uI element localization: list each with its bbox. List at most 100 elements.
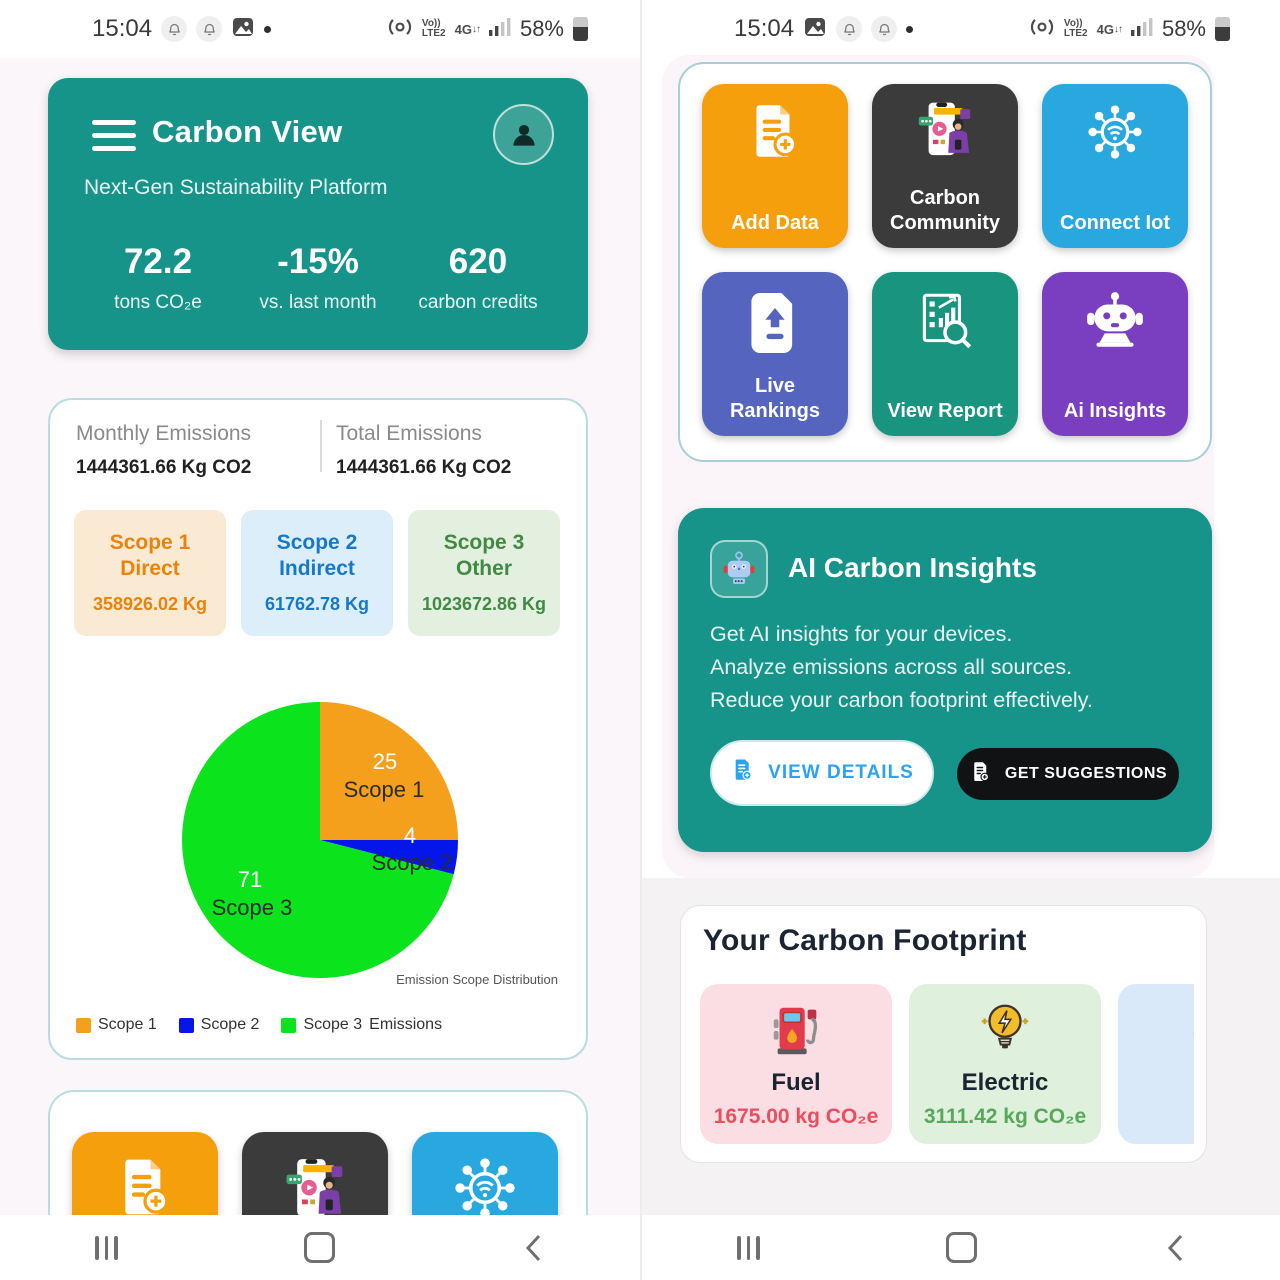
tile-connect-iot[interactable] [412,1132,558,1215]
scope3-chip: Scope 3 Other 1023672.86 Kg [408,510,560,636]
pie-value-scope3: 71 [237,867,263,892]
tile-ai-insights[interactable]: Ai Insights [1042,272,1188,436]
chart-caption: Emission Scope Distribution [396,972,558,987]
footprint-chip-fuel[interactable]: Fuel 1675.00 kg CO₂e [700,984,892,1144]
tile-label: Carbon Community [890,187,1000,234]
tile-label: Connect Iot [1060,212,1170,234]
nav-recents-button[interactable] [0,1235,213,1260]
screen-actions: 15:04 Vo)) LTE2 [640,0,1280,1280]
legend-swatch-scope1 [76,1017,91,1033]
header-stats: 72.2 tons CO₂e -15% vs. last month 620 c… [78,242,558,314]
tile-add-data[interactable]: Add Data [702,84,848,248]
iot-network-icon [1081,98,1149,171]
legend-swatch-scope3 [281,1017,297,1033]
tile-carbon-community[interactable]: Carbon Community [872,84,1018,248]
android-nav-bar [642,1215,1280,1280]
monthly-emissions: Monthly Emissions 1444361.66 Kg CO2 [76,422,252,478]
footprint-value: 0.00 [1118,1105,1195,1129]
footprint-chip-flight-partial[interactable]: F 0.00 [1118,984,1194,1144]
document-plus-icon [742,96,808,173]
tile-label: View Report [887,400,1003,422]
footprint-title: Your Carbon Footprint [703,924,1027,957]
get-suggestions-button[interactable]: GET SUGGESTIONS [957,748,1179,800]
airplane-icon [1183,1011,1194,1064]
ai-card-title: AI Carbon Insights [788,552,1037,583]
menu-hamburger-icon[interactable] [92,120,136,151]
pie-label-scope3: Scope 3 [211,895,293,920]
footprint-chip-electric[interactable]: Electric 3111.42 kg CO₂e [909,984,1101,1144]
android-nav-bar [0,1215,640,1280]
vowifi-icon [1029,14,1055,45]
fuel-pump-icon [765,1007,827,1064]
screen-dashboard: 15:04 Vo)) LTE2 [0,0,640,1280]
quick-actions-card: Add Data Carbon Community Connect Iot [678,62,1212,462]
community-illustration-icon [277,1150,353,1215]
upload-document-icon [745,288,805,363]
chart-legend: Scope 1 Scope 2 Scope 3 Emissions [76,1016,442,1034]
quick-actions-card-partial [48,1090,588,1215]
footprint-chip-row: Fuel 1675.00 kg CO₂e Electric 3111.42 kg… [700,984,1194,1144]
stat-vs-last-month: -15% vs. last month [259,242,377,313]
status-bar: 15:04 Vo)) LTE2 [642,0,1280,58]
nav-back-button[interactable] [427,1233,640,1263]
screenshot-image-icon [231,15,255,44]
stat-total-tons: 72.2 tons CO₂e [114,242,202,313]
status-bar: 15:04 Vo)) LTE2 [0,0,640,58]
network-4g-label: 4G ↓↑ [1096,21,1123,37]
tile-carbon-community[interactable] [242,1132,388,1215]
pie-label-scope1: Scope 1 [343,777,425,802]
footprint-value: 1675.00 kg CO₂e [713,1105,879,1128]
tile-label: Live Rankings [729,375,821,422]
light-bulb-icon [974,1004,1036,1064]
footprint-value: 3111.42 kg CO₂e [923,1105,1087,1128]
carbon-footprint-card: Your Carbon Footprint Fuel 1675.00 kg CO… [680,905,1207,1163]
notification-bell-icon [871,16,898,42]
scope-chips: Scope 1 Direct 358926.02 Kg Scope 2 Indire… [74,510,560,636]
nav-recents-button[interactable] [642,1235,855,1260]
nav-home-button[interactable] [855,1232,1068,1263]
vowifi-icon [387,14,413,45]
clock: 15:04 [92,15,153,42]
tile-add-data[interactable] [72,1132,218,1215]
community-illustration-icon [910,94,980,173]
app-header-card: Carbon View Next-Gen Sustainability Plat… [48,78,588,350]
column-divider [320,420,322,472]
tile-live-rankings[interactable]: Live Rankings [702,272,848,436]
signal-strength-icon [1130,17,1153,42]
app-title: Carbon View [152,114,343,149]
notification-dot-icon [264,25,272,33]
tile-view-report[interactable]: View Report [872,272,1018,436]
battery-icon [573,17,588,41]
stat-carbon-credits: 620 carbon credits [418,242,538,313]
screenshot-image-icon [803,15,827,44]
pie-label-scope2: Scope 2 [371,850,453,875]
network-label: Vo)) LTE2 [1063,18,1088,39]
tile-label: Add Data [731,212,819,234]
footprint-name: F [1118,1069,1194,1097]
notification-bell-icon [196,16,223,42]
network-4g-label: 4G ↓↑ [454,21,481,37]
total-emissions: Total Emissions 1444361.66 Kg CO2 [336,422,512,478]
document-detail-icon [730,757,756,789]
tile-label: Ai Insights [1063,400,1167,422]
view-details-button[interactable]: VIEW DETAILS [710,740,934,806]
battery-icon [1215,17,1230,41]
signal-strength-icon [488,17,511,42]
profile-avatar[interactable] [493,104,554,165]
battery-percentage: 58% [519,16,564,41]
scope1-chip: Scope 1 Direct 358926.02 Kg [74,510,226,636]
nav-home-button[interactable] [213,1232,426,1263]
footprint-name: Fuel [771,1069,821,1096]
pie-value-scope2: 4 [403,823,417,848]
tile-connect-iot[interactable]: Connect Iot [1042,84,1188,248]
robot-badge-icon [710,540,768,598]
scope2-chip: Scope 2 Indirect 61762.78 Kg [241,510,393,636]
ai-card-description: Get AI insights for your devices. Analyz… [710,622,1093,712]
pie-value-scope1: 25 [372,749,398,774]
iot-network-icon [447,1150,523,1215]
ai-insights-card: AI Carbon Insights Get AI insights for y… [678,508,1212,852]
nav-back-button[interactable] [1069,1233,1280,1263]
emission-scope-pie-chart: 25 Scope 1 4 Scope 2 71 Scope 3 [170,690,470,990]
battery-percentage: 58% [1161,16,1206,41]
